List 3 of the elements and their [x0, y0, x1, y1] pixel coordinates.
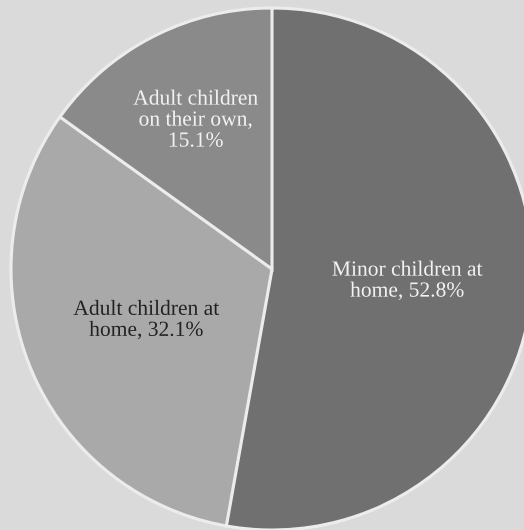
slice-label: Adult children on their own, 15.1% [133, 90, 258, 147]
slice-label: Adult children at home, 32.1% [74, 300, 220, 340]
slice-label: Minor children at home, 52.8% [332, 260, 482, 300]
